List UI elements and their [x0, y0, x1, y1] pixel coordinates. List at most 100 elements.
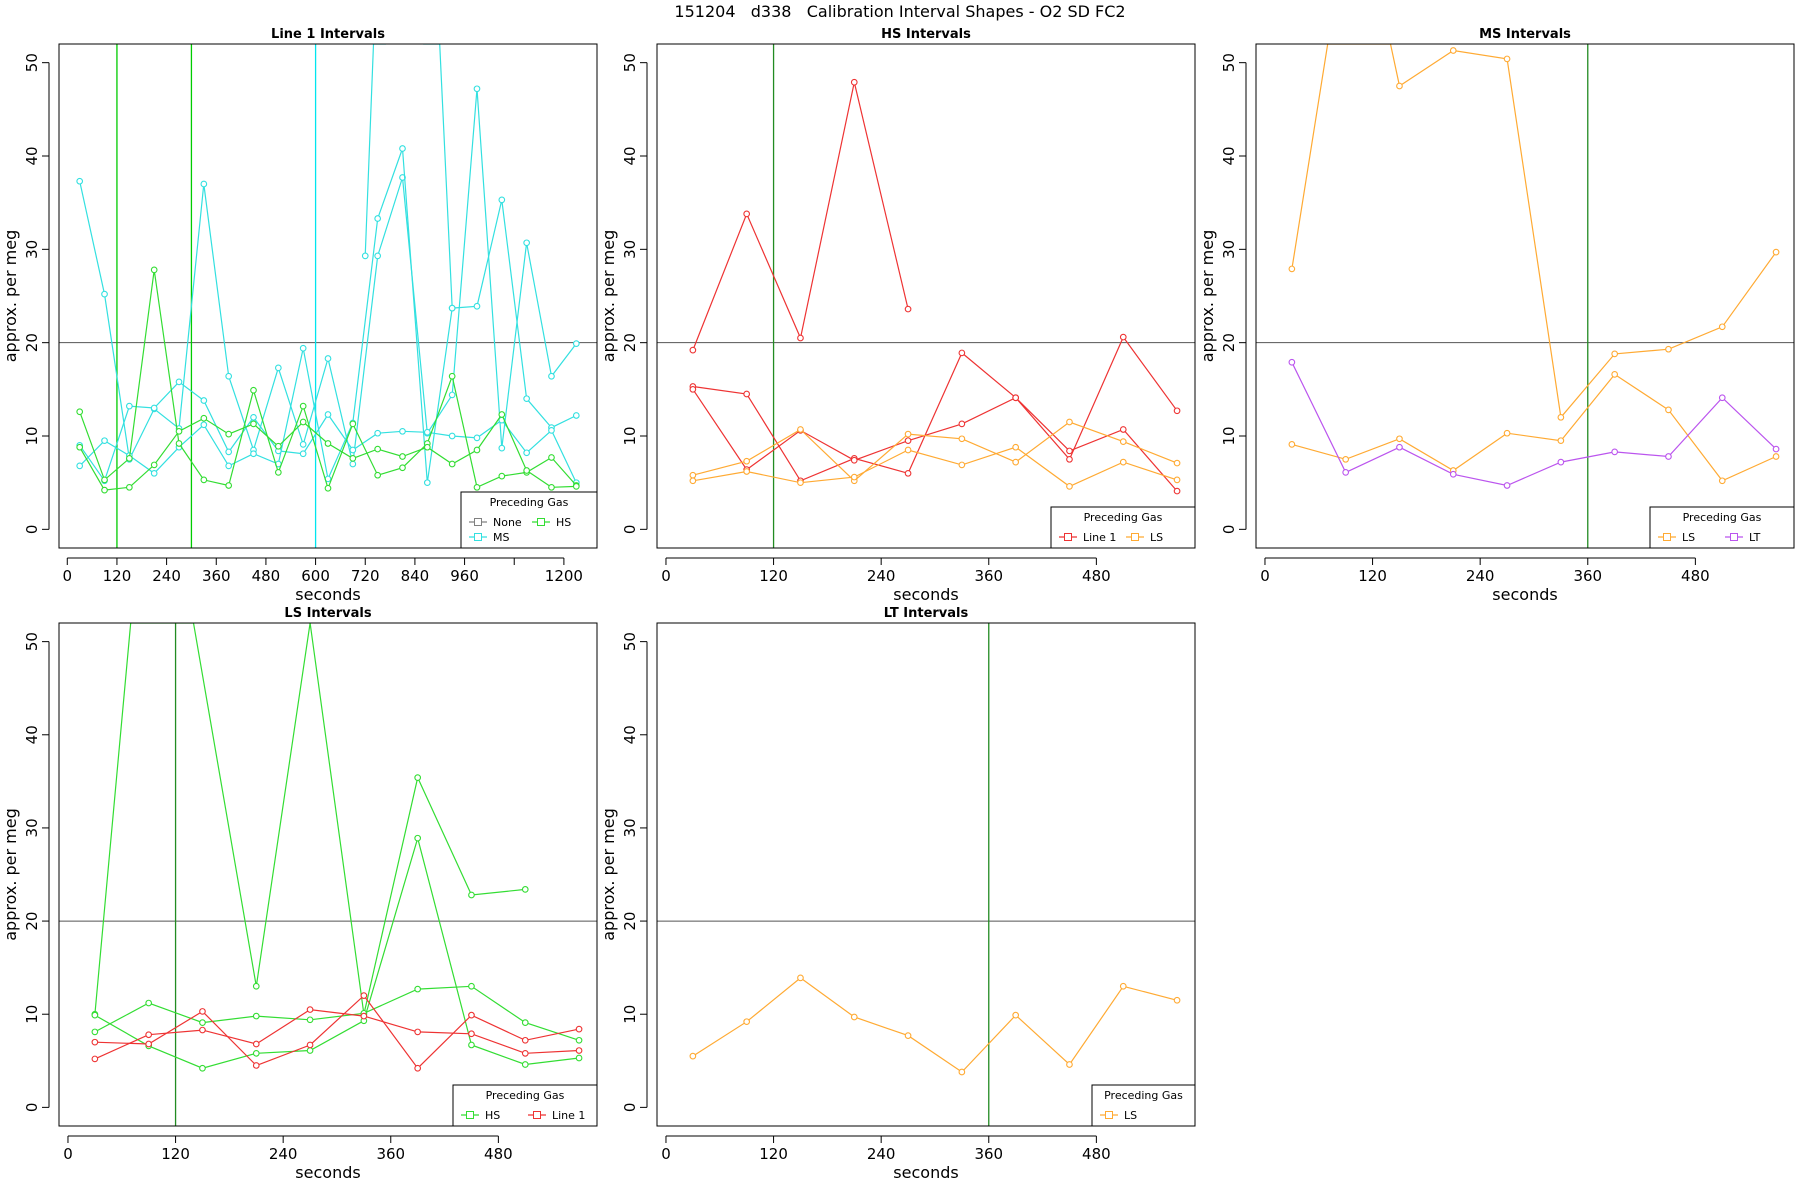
- legend-box: [1050, 506, 1196, 549]
- data-point: [575, 1047, 583, 1054]
- y-axis-label: approx. per meg: [599, 230, 618, 363]
- data-point: [1288, 358, 1296, 366]
- data-point: [374, 471, 382, 479]
- legend-entry-label: HS: [556, 516, 571, 529]
- legend-entry-label: LS: [1124, 1109, 1137, 1122]
- plot-frame: [1255, 43, 1795, 549]
- x-tick-label: 0: [1260, 567, 1270, 585]
- data-point: [225, 462, 233, 470]
- data-point: [252, 1049, 260, 1057]
- y-tick-label: 40: [621, 725, 639, 744]
- series-line: [94, 985, 580, 1041]
- data-point: [1772, 445, 1780, 453]
- data-point: [473, 85, 481, 93]
- data-point: [743, 390, 751, 398]
- data-point: [274, 364, 282, 372]
- y-tick-label: 40: [23, 146, 41, 165]
- y-tick-label: 20: [23, 912, 41, 931]
- data-point: [101, 437, 108, 445]
- data-point: [689, 385, 697, 393]
- data-point: [274, 469, 282, 476]
- series-line: [1291, 373, 1777, 482]
- data-point: [200, 397, 208, 404]
- x-axis-label: seconds: [295, 585, 360, 604]
- data-point: [468, 982, 475, 990]
- data-point: [252, 1062, 260, 1069]
- chart-panel: Line 1 Intervals 0 10 20 30 40 50 approx. per m…: [1, 27, 598, 604]
- x-tick-label: 240: [152, 567, 181, 585]
- legend-marker-swatch: [1064, 533, 1072, 541]
- data-point: [958, 1068, 966, 1076]
- legend-entry-label: LS: [1682, 531, 1695, 544]
- data-point: [743, 468, 751, 475]
- data-point: [199, 1026, 206, 1034]
- legend-marker-swatch: [1663, 533, 1671, 541]
- data-point: [423, 443, 431, 451]
- data-point: [1288, 265, 1296, 273]
- chart-title: Line 1 Intervals: [271, 27, 385, 42]
- legend-title: Preceding Gas: [1683, 511, 1762, 524]
- series-line: [116, 44, 150, 45]
- data-point: [91, 1011, 99, 1019]
- chart-panel: LT Intervals 0 10 20 30 40 50 approx. per meg 0 1…: [599, 606, 1196, 1182]
- legend-marker-swatch: [474, 533, 482, 541]
- data-point: [1665, 345, 1672, 353]
- data-point: [150, 469, 158, 477]
- data-point: [1449, 470, 1457, 478]
- data-point: [399, 453, 406, 460]
- data-point: [498, 196, 506, 204]
- data-point: [324, 440, 332, 447]
- data-point: [572, 483, 580, 490]
- data-point: [349, 455, 357, 462]
- y-tick-label: 0: [621, 525, 639, 535]
- data-point: [904, 469, 912, 477]
- y-tick-label: 10: [621, 426, 639, 445]
- data-point: [689, 346, 697, 354]
- data-point: [473, 434, 481, 442]
- data-point: [1066, 1061, 1073, 1068]
- data-point: [743, 457, 751, 465]
- legend-entry-label: Line 1: [1083, 531, 1116, 544]
- data-point: [1772, 453, 1780, 460]
- data-point: [91, 1038, 99, 1046]
- legend-title: Preceding Gas: [1104, 1089, 1183, 1102]
- series-line: [79, 269, 577, 491]
- series-line: [692, 421, 1178, 482]
- data-point: [1342, 455, 1350, 463]
- legend-marker-swatch: [537, 518, 545, 526]
- data-point: [1288, 441, 1296, 448]
- legend-entry-label: LT: [1749, 531, 1761, 544]
- series-line: [1291, 362, 1777, 487]
- data-point: [468, 1011, 475, 1019]
- data-point: [91, 1055, 99, 1063]
- data-point: [1119, 982, 1127, 990]
- data-point: [523, 449, 530, 457]
- data-point: [1012, 394, 1020, 402]
- plot-frame: [656, 622, 1196, 1127]
- y-tick-label: 10: [1220, 426, 1238, 445]
- data-point: [175, 378, 183, 386]
- data-point: [200, 476, 208, 484]
- data-point: [150, 404, 158, 412]
- legend-marker-swatch: [1131, 533, 1139, 541]
- data-point: [1012, 443, 1020, 451]
- y-axis-label: approx. per meg: [1198, 230, 1217, 363]
- legend-title: Preceding Gas: [1084, 511, 1163, 524]
- data-point: [252, 1012, 260, 1020]
- data-point: [374, 429, 382, 437]
- x-tick-label: 0: [661, 567, 671, 585]
- legend-entry-label: LS: [1150, 531, 1163, 544]
- x-tick-label: 0: [63, 1145, 73, 1163]
- y-tick-label: 40: [621, 146, 639, 165]
- y-axis-label: approx. per meg: [599, 808, 618, 941]
- series-line: [692, 977, 1178, 1073]
- data-point: [904, 305, 912, 313]
- data-point: [448, 372, 456, 380]
- data-point: [175, 440, 183, 447]
- series-line: [364, 44, 386, 256]
- x-tick-label: 240: [867, 1145, 896, 1163]
- series-line: [94, 623, 526, 1015]
- data-point: [1173, 996, 1181, 1004]
- data-point: [225, 372, 233, 380]
- legend: Preceding Gas HS Line 1: [452, 1084, 598, 1127]
